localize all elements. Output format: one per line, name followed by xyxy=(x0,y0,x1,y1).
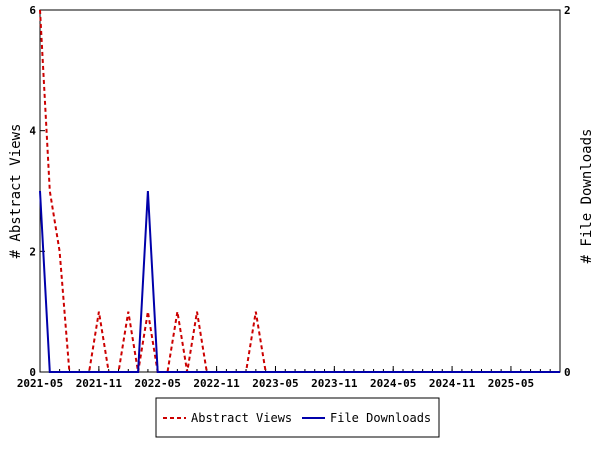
x-tick-label: 2022-05 xyxy=(135,377,181,390)
x-tick-label: 2024-05 xyxy=(370,377,416,390)
y-left-tick-label: 0 xyxy=(29,366,36,379)
right-axis-ticks: 02 xyxy=(555,4,571,379)
y-left-axis-title: # Abstract Views xyxy=(8,124,24,259)
y-left-tick-label: 6 xyxy=(29,4,36,17)
series-line-file-downloads xyxy=(39,190,560,373)
x-tick-label: 2022-11 xyxy=(193,377,240,390)
plot-frame xyxy=(39,9,561,373)
x-tick-label: 2025-05 xyxy=(488,377,534,390)
series-layer xyxy=(39,9,560,373)
legend-label-abstract-views: Abstract Views xyxy=(191,411,292,425)
legend-box xyxy=(155,397,440,438)
y-right-tick-label: 2 xyxy=(564,4,571,17)
x-tick-label: 2024-11 xyxy=(429,377,476,390)
y-right-axis-title: # File Downloads xyxy=(579,129,595,264)
x-tick-label: 2023-11 xyxy=(311,377,358,390)
legend: Abstract Views File Downloads xyxy=(155,397,440,438)
x-tick-label: 2021-05 xyxy=(17,377,63,390)
x-tick-label: 2023-05 xyxy=(252,377,298,390)
y-left-tick-label: 4 xyxy=(29,125,36,138)
series-line-abstract-views xyxy=(39,9,560,373)
x-tick-label: 2021-11 xyxy=(76,377,123,390)
y-left-tick-label: 2 xyxy=(29,245,36,258)
y-right-tick-label: 0 xyxy=(564,366,571,379)
legend-label-file-downloads: File Downloads xyxy=(330,411,431,425)
x-axis-ticks: 2021-05 2021-11 2022-05 2022-11 2023-05 2023-… xyxy=(17,366,561,390)
